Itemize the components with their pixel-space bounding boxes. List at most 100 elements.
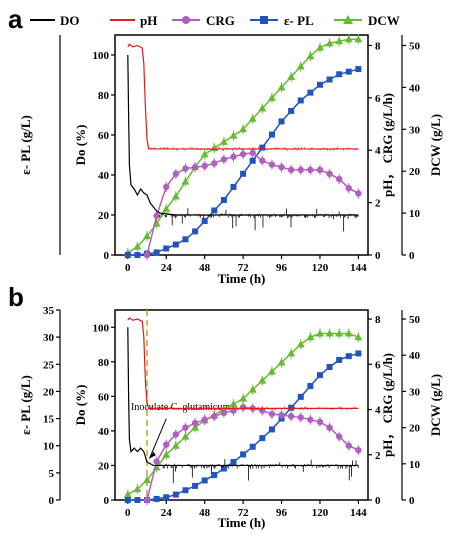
do-tick-label: 100 [93, 50, 110, 62]
epl-point [192, 228, 199, 235]
dcw-point [210, 144, 219, 152]
legend-epl-label: ε- PL [284, 13, 314, 28]
crg-point [326, 424, 333, 431]
legend-ph-label: pH [140, 13, 157, 28]
legend-dcw-marker [343, 15, 353, 24]
epl-point [211, 207, 218, 214]
series-line-ph [127, 43, 359, 150]
epl-point [220, 465, 227, 472]
epl-point [316, 81, 323, 88]
dcw-point [229, 400, 238, 408]
do-tick-label: 0 [104, 250, 110, 262]
do-tick-label: 80 [98, 90, 110, 102]
epl-point [163, 494, 170, 501]
crg-point [220, 156, 228, 163]
epl-tick-label: 0 [49, 495, 55, 507]
x-tick-label: 48 [199, 262, 211, 274]
legend-epl-marker [260, 16, 268, 24]
inoculation-annotation: Inoculate C. glutamicum [131, 402, 230, 413]
series-line-dcw [127, 332, 359, 496]
annotation-arrow-line [148, 418, 167, 459]
dcw-point [248, 114, 257, 122]
dcw-tick-label: 30 [409, 124, 421, 136]
crg-point [307, 166, 314, 174]
dcw-tick-label: 50 [409, 40, 421, 52]
epl-tick-label: 5 [49, 468, 55, 480]
dcw-tick-label: 50 [409, 314, 421, 326]
crg-point [163, 183, 170, 191]
legend-dcw-label: DCW [368, 13, 400, 28]
dcw-point [287, 349, 296, 357]
x-tick-label: 24 [161, 507, 173, 519]
epl-tick-label: 30 [43, 332, 55, 344]
epl-point [172, 491, 179, 498]
epl-point [211, 472, 218, 479]
ph-crg-tick-label: 6 [375, 359, 381, 371]
dcw-point [229, 131, 238, 139]
dcw-point [335, 37, 344, 45]
x-tick-label: 96 [276, 262, 288, 274]
dcw-point [335, 329, 344, 337]
epl-point [182, 487, 189, 494]
crg-point [182, 165, 189, 172]
epl-tick-label: 25 [43, 359, 55, 371]
ph-crg-tick-label: 2 [375, 198, 381, 210]
annotation-arrow-head [149, 451, 156, 459]
x-tick-label: 96 [276, 507, 288, 519]
panel-letter-a: a [8, 4, 23, 34]
epl-point [134, 497, 141, 503]
ph-crg-axis-title: pH， CRG (g/L/h) [380, 93, 395, 197]
crg-point [220, 409, 228, 417]
crg-point [143, 496, 151, 504]
epl-point [240, 170, 247, 177]
plot-frame [114, 309, 369, 501]
dcw-point [267, 367, 276, 375]
ph-crg-tick-label: 4 [375, 405, 381, 417]
dcw-point [344, 35, 353, 43]
x-axis-title: Time (h) [218, 515, 266, 530]
dcw-tick-label: 0 [409, 250, 415, 262]
epl-point [124, 497, 131, 503]
crg-point [201, 416, 208, 423]
ph-crg-tick-label: 6 [375, 93, 381, 105]
epl-point [355, 350, 362, 357]
crg-point [278, 164, 285, 171]
crg-point [230, 153, 237, 160]
x-tick-label: 48 [199, 507, 211, 519]
epl-tick-label: 15 [43, 414, 55, 426]
crg-point [326, 170, 333, 178]
epl-point [297, 97, 304, 104]
crg-point [316, 166, 324, 174]
epl-axis-title: ε- PL (g/L) [18, 115, 33, 175]
dcw-tick-label: 40 [409, 350, 421, 362]
x-tick-label: 72 [238, 262, 250, 274]
dcw-point [239, 394, 248, 402]
legend-crg-marker [182, 16, 190, 24]
do-tick-label: 60 [98, 391, 110, 403]
dcw-tick-label: 10 [409, 208, 421, 220]
do-tick-label: 40 [98, 426, 110, 438]
epl-point [326, 76, 333, 83]
ph-crg-tick-label: 4 [375, 145, 381, 157]
x-tick-label: 120 [312, 507, 329, 519]
crg-point [307, 416, 314, 423]
crg-point [191, 419, 199, 427]
crg-point [335, 433, 343, 440]
panel-letter-b: b [8, 282, 24, 312]
epl-point [163, 245, 170, 252]
epl-point [182, 236, 189, 243]
dcw-point [248, 385, 257, 393]
dcw-tick-label: 40 [409, 82, 421, 94]
dcw-point [162, 450, 171, 458]
crg-point [335, 175, 343, 183]
crg-point [172, 431, 180, 438]
dcw-point [315, 43, 324, 51]
series-line-dcw [127, 38, 359, 254]
dcw-point [325, 39, 334, 47]
crg-point [355, 447, 362, 454]
crg-point [278, 411, 285, 419]
crg-point [287, 166, 295, 174]
crg-point [143, 251, 151, 259]
